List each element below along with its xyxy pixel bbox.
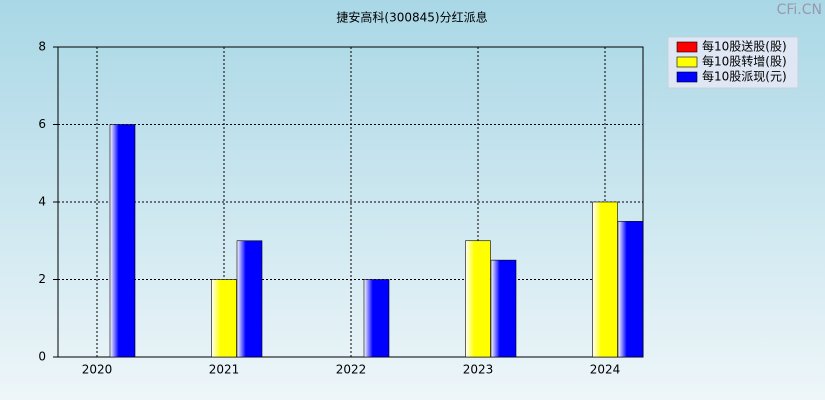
bar <box>109 124 136 358</box>
y-tick-label: 8 <box>38 40 46 54</box>
legend-swatch <box>676 56 698 68</box>
legend-label: 每10股转增(股) <box>702 54 787 69</box>
x-tick-label: 2020 <box>82 363 113 377</box>
x-tick-label: 2021 <box>209 363 240 377</box>
x-tick-label: 2022 <box>336 363 367 377</box>
chart-title: 捷安高科(300845)分红派息 <box>336 10 487 25</box>
bar <box>363 279 390 358</box>
y-tick-label: 4 <box>38 195 46 209</box>
watermark: CFi.CN <box>777 2 822 18</box>
bar <box>617 221 644 358</box>
bar <box>490 259 517 358</box>
bar <box>211 279 237 358</box>
legend-label: 每10股派现(元) <box>702 69 787 84</box>
y-tick-label: 0 <box>38 350 46 364</box>
x-tick-label: 2024 <box>590 363 621 377</box>
y-tick-label: 6 <box>38 117 46 131</box>
legend-swatch <box>676 71 698 83</box>
bar <box>465 240 491 358</box>
bar <box>592 201 618 358</box>
bar <box>236 240 263 358</box>
legend-swatch <box>676 41 698 53</box>
legend-label: 每10股送股(股) <box>702 39 787 54</box>
x-tick-label: 2023 <box>463 363 494 377</box>
y-tick-label: 2 <box>38 272 46 286</box>
